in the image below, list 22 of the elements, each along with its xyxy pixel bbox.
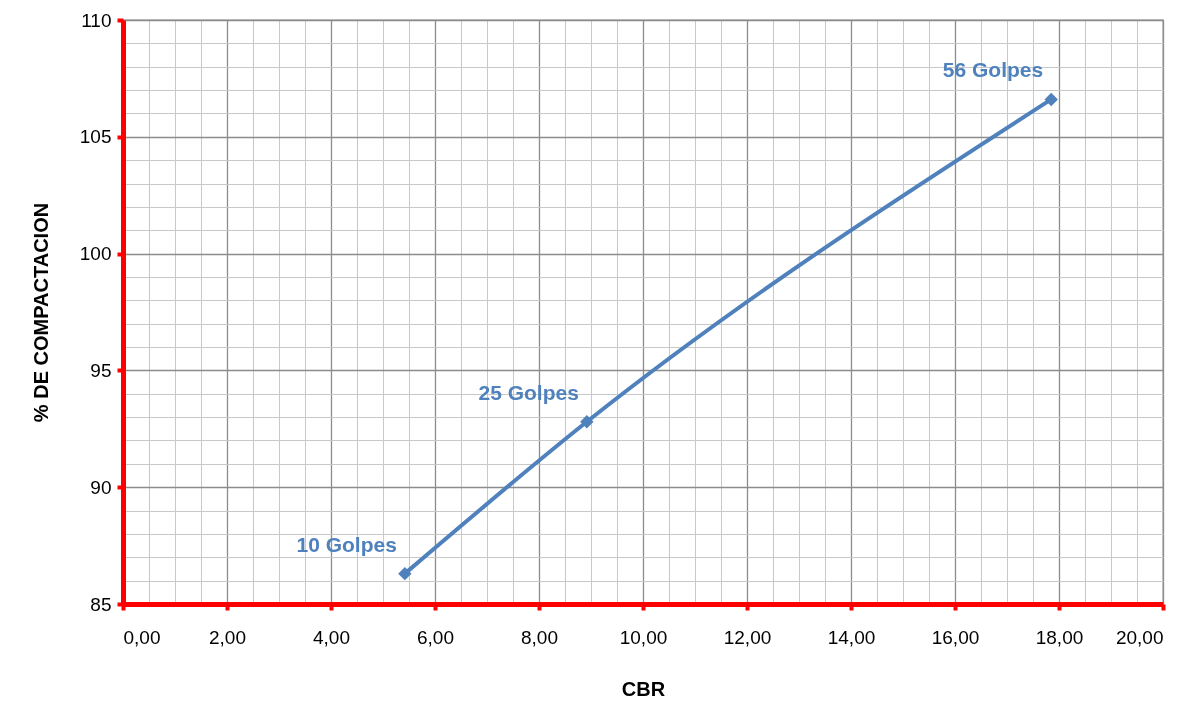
y-tick-label: 105 [79, 126, 112, 148]
y-tick-label: 95 [90, 359, 112, 381]
y-tick-label: 90 [90, 476, 112, 498]
y-axis-title: % DE COMPACTACION [29, 202, 52, 423]
x-tick-label: 2,00 [209, 626, 246, 648]
y-tick-label: 100 [79, 243, 112, 265]
x-axis-title: CBR [621, 677, 666, 700]
x-tick-label: 12,00 [723, 626, 772, 648]
point [580, 415, 594, 429]
y-tick-label: 85 [90, 593, 112, 615]
x-tick-label: 10,00 [619, 626, 668, 648]
x-tick-label: 0,00 [123, 626, 161, 648]
x-tick-label: 16,00 [931, 626, 980, 648]
x-tick-label: 8,00 [521, 626, 558, 648]
x-tick-label: 14,00 [827, 626, 876, 648]
y-tick-label: 110 [81, 9, 112, 31]
point [1044, 92, 1058, 107]
x-tick-label: 6,00 [417, 626, 454, 648]
point [398, 566, 412, 581]
x-tick-label: 4,00 [313, 626, 350, 648]
x-tick-label: 20,00 [1115, 626, 1164, 648]
x-tick-label: 18,00 [1035, 626, 1084, 648]
